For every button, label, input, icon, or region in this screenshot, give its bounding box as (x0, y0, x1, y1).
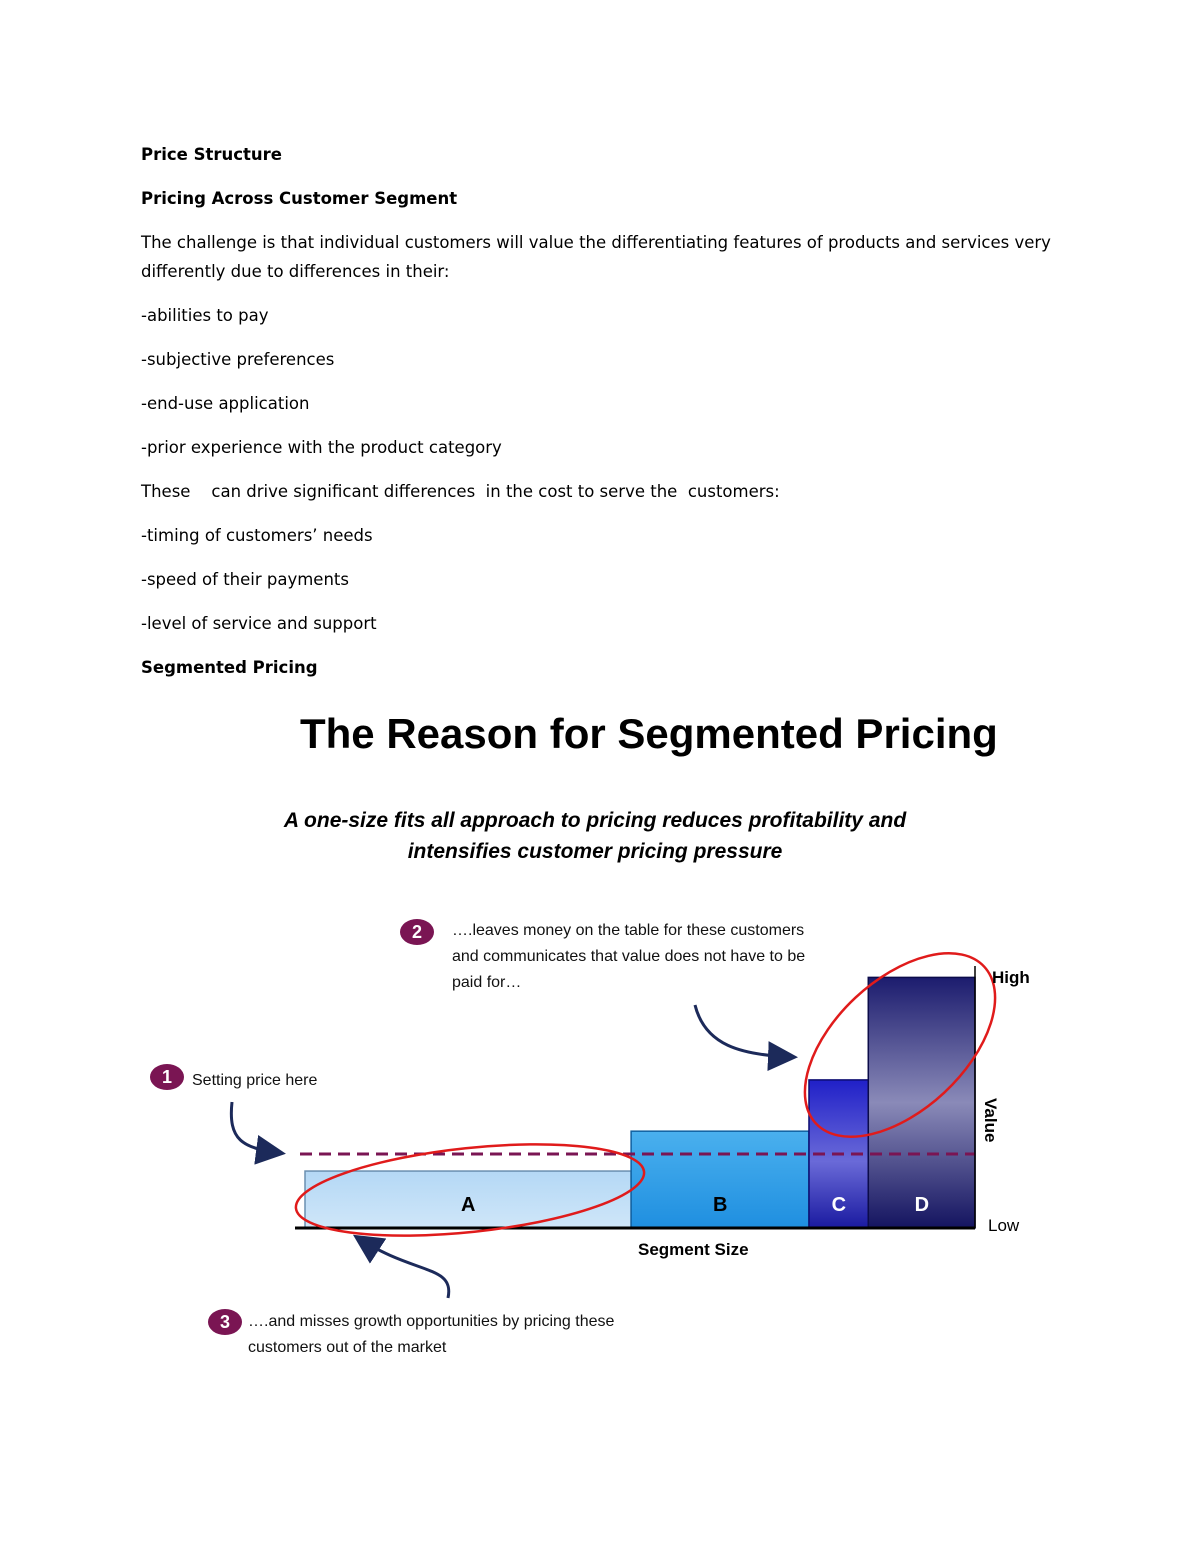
value-factor-item: -subjective preferences (141, 350, 335, 369)
highlight-ellipse-low-value (294, 1143, 646, 1237)
segment-bar-a (304, 1170, 632, 1229)
segment-label-a: A (461, 1194, 476, 1216)
heading-pricing-across-segment: Pricing Across Customer Segment (141, 189, 458, 208)
segment-bar-d (867, 976, 976, 1229)
value-factor-item: -end-use application (141, 394, 310, 413)
segment-label-b: B (713, 1194, 728, 1216)
figure-subtitle: A one-size fits all approach to pricing … (283, 809, 907, 863)
value-factor-item: -abilities to pay (141, 306, 269, 325)
cost-factor-item: -level of service and support (141, 614, 377, 633)
segment-label-c: C (831, 1194, 847, 1216)
callout-text-2: ….leaves money on the table for these cu… (452, 922, 806, 991)
cost-intro-paragraph: These can drive significant differences … (141, 482, 780, 501)
y-axis-label: Value (981, 1098, 1000, 1143)
intro-paragraph: The challenge is that individual custome… (141, 233, 1051, 281)
segmented-pricing-figure: The Reason for Segmented Pricing A one-s… (130, 700, 1070, 1380)
segment-label-d: D (914, 1194, 930, 1216)
callout-badge-2: 2 (400, 919, 434, 945)
cost-factor-item: -speed of their payments (141, 570, 349, 589)
arrow-to-high-segments (693, 1004, 798, 1072)
bars-group (304, 976, 976, 1229)
document-body: Price Structure Pricing Across Customer … (141, 140, 1071, 697)
x-axis-label: Segment Size (638, 1240, 749, 1259)
y-tick-label-high: High (992, 968, 1030, 987)
callout-text-1: Setting price here (192, 1072, 318, 1089)
y-tick-label-low: Low (988, 1216, 1020, 1235)
highlight-ellipse-high-value (803, 952, 997, 1138)
callout-badge-1: 1 (150, 1064, 184, 1090)
cost-factor-item: -timing of customers’ needs (141, 526, 373, 545)
segment-bar-b (630, 1130, 810, 1229)
callout-badge-3: 3 (208, 1309, 242, 1335)
value-factor-item: -prior experience with the product categ… (141, 438, 502, 457)
heading-price-structure: Price Structure (141, 145, 282, 164)
arrow-to-low-segments (352, 1234, 451, 1299)
segment-chart (229, 952, 997, 1299)
callout-text-3: ….and misses growth opportunities by pri… (248, 1313, 615, 1356)
arrow-to-price-line (229, 1101, 286, 1165)
heading-segmented-pricing: Segmented Pricing (141, 658, 318, 677)
figure-title: The Reason for Segmented Pricing (300, 710, 998, 757)
